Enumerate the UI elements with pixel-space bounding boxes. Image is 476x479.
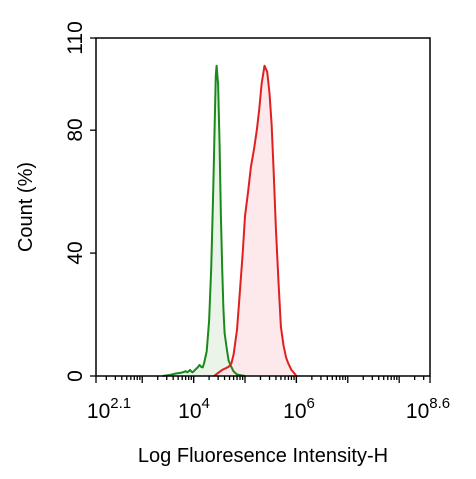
y-axis-title: Count (%)	[15, 162, 37, 252]
x-axis-title: Log Fluoresence Intensity-H	[138, 445, 388, 467]
x-tick-label-4: 108.6	[406, 395, 450, 423]
y-tick-label-80: 80	[64, 118, 87, 141]
plot-frame	[95, 37, 431, 377]
series-2-area	[214, 65, 297, 376]
x-tick-label-2: 104	[178, 395, 210, 423]
y-tick-label-0: 0	[64, 370, 87, 382]
y-tick-label-110: 110	[64, 21, 87, 54]
y-tick-label-40: 40	[64, 241, 87, 264]
x-minor-ticks	[105, 376, 425, 383]
series-2-line	[213, 64, 298, 377]
axis-major-ticks	[90, 37, 431, 383]
x-tick-label-3: 106	[283, 395, 315, 423]
series-1-line	[162, 64, 246, 377]
x-tick-label-1: 102.1	[87, 395, 131, 423]
series-layer	[162, 64, 298, 377]
series-1-area	[162, 65, 245, 376]
